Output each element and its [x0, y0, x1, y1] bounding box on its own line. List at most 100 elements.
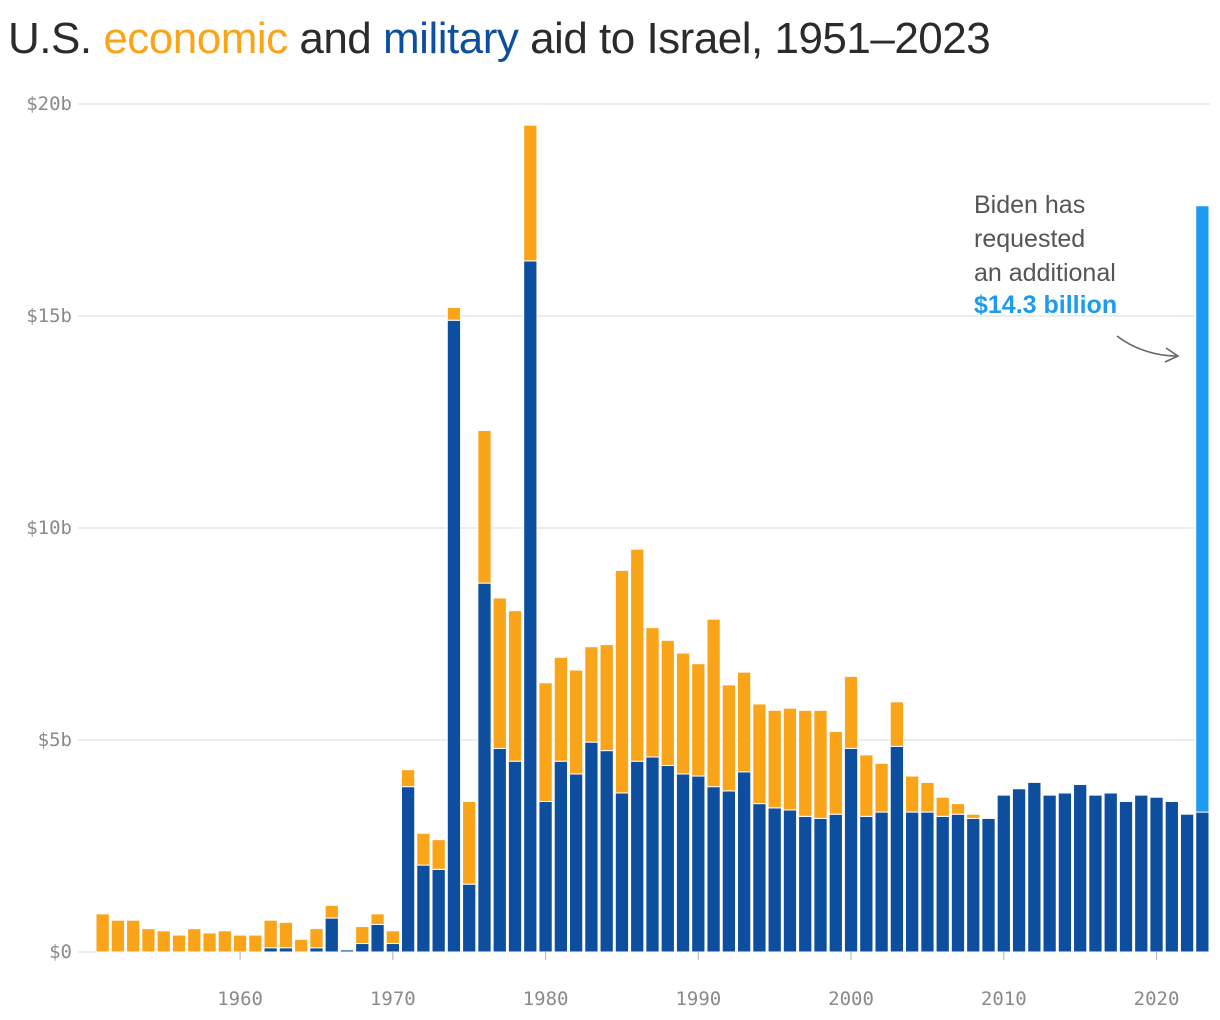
military-bar — [966, 817, 981, 953]
military-bar — [1073, 784, 1088, 953]
military-bar — [645, 756, 660, 953]
economic-bar — [462, 800, 477, 885]
military-bar — [1195, 811, 1210, 953]
economic-bar — [614, 569, 630, 794]
military-bar — [660, 764, 675, 953]
military-bar — [263, 947, 278, 953]
economic-bar — [966, 813, 981, 819]
x-tick-label: 1960 — [217, 988, 263, 1010]
economic-bar — [446, 307, 462, 321]
x-tick-label: 2000 — [828, 988, 874, 1010]
economic-bar — [599, 644, 614, 752]
economic-bar — [706, 618, 721, 788]
x-axis: 1960 1970 1980 1990 2000 2010 2020 — [217, 952, 1179, 1010]
military-bar — [721, 790, 737, 953]
military-bar — [614, 792, 630, 953]
military-bar — [737, 771, 752, 953]
military-bar — [492, 747, 507, 953]
military-bar — [859, 815, 874, 953]
military-bar — [675, 773, 691, 953]
economic-bar — [752, 703, 767, 805]
title-suffix: aid to Israel, 1951–2023 — [530, 14, 991, 63]
economic-bar — [171, 934, 187, 953]
economic-bar — [950, 803, 966, 815]
chart-title: U.S. economic and military aid to Israel… — [8, 14, 991, 64]
military-bar — [584, 741, 599, 953]
economic-bar — [538, 682, 553, 802]
economic-bar — [813, 709, 828, 819]
military-bar — [1179, 813, 1195, 953]
military-bar — [920, 811, 935, 953]
military-bar — [782, 809, 798, 953]
economic-bar — [202, 932, 217, 953]
military-bar — [1057, 792, 1073, 953]
x-tick-label: 2010 — [981, 988, 1027, 1010]
economic-bar — [309, 928, 324, 949]
military-bar — [1027, 781, 1042, 953]
annotation-highlight: $14.3 billion — [974, 291, 1117, 319]
annotation-line-3: an additional — [974, 259, 1116, 287]
economic-bar — [355, 926, 370, 945]
y-tick-label: $0 — [49, 941, 72, 963]
economic-bar — [187, 928, 202, 953]
military-bar — [324, 917, 339, 953]
military-bar — [691, 775, 706, 953]
military-bar — [1103, 792, 1118, 953]
military-bar — [828, 813, 843, 953]
economic-bar — [859, 754, 874, 817]
military-bar — [767, 807, 782, 953]
economic-bar — [110, 919, 126, 953]
title-economic-word: economic — [103, 14, 288, 63]
military-bar — [477, 582, 492, 953]
economic-bar — [370, 913, 385, 925]
economic-bar — [691, 663, 706, 777]
military-bar — [370, 923, 385, 953]
economic-bar — [568, 669, 584, 775]
military-bar — [400, 786, 416, 953]
economic-bar — [843, 675, 859, 749]
economic-bar — [141, 928, 156, 953]
economic-bar — [905, 775, 920, 813]
annotation-arrow — [1116, 335, 1177, 357]
military-bar — [1088, 794, 1103, 953]
economic-bar — [523, 124, 538, 262]
economic-bar — [232, 934, 248, 953]
economic-bar — [217, 930, 232, 953]
military-bar — [1134, 794, 1149, 953]
military-bar — [538, 800, 553, 953]
x-tick-label: 2020 — [1134, 988, 1180, 1010]
economic-bar — [400, 769, 416, 788]
economic-bar — [431, 839, 446, 870]
economic-bar — [126, 919, 141, 953]
military-bar — [278, 947, 294, 953]
military-bar — [1118, 800, 1134, 953]
economic-bar — [874, 762, 889, 813]
military-bar — [339, 949, 355, 953]
military-bar — [798, 815, 813, 953]
y-tick-label: $10b — [26, 517, 72, 539]
title-prefix: U.S. — [8, 14, 92, 63]
economic-bar — [477, 429, 492, 584]
military-bar — [889, 745, 905, 953]
requested-bar — [1195, 205, 1210, 813]
title-middle: and — [299, 14, 372, 63]
military-bar — [935, 815, 950, 953]
military-bar — [523, 260, 538, 953]
military-bar — [446, 319, 462, 953]
military-bar — [1042, 794, 1057, 953]
military-bar — [813, 817, 828, 953]
economic-bar — [645, 627, 660, 758]
economic-bar — [492, 597, 507, 749]
economic-bar — [767, 709, 782, 809]
military-bar — [981, 817, 996, 953]
economic-bar — [721, 684, 737, 792]
x-tick-label: 1970 — [370, 988, 416, 1010]
economic-bar — [935, 796, 950, 817]
military-bar — [1149, 796, 1164, 953]
economic-bar — [278, 921, 294, 949]
military-bar — [416, 864, 431, 953]
economic-bar — [798, 709, 813, 817]
economic-bar — [920, 781, 935, 813]
economic-bar — [294, 938, 309, 953]
